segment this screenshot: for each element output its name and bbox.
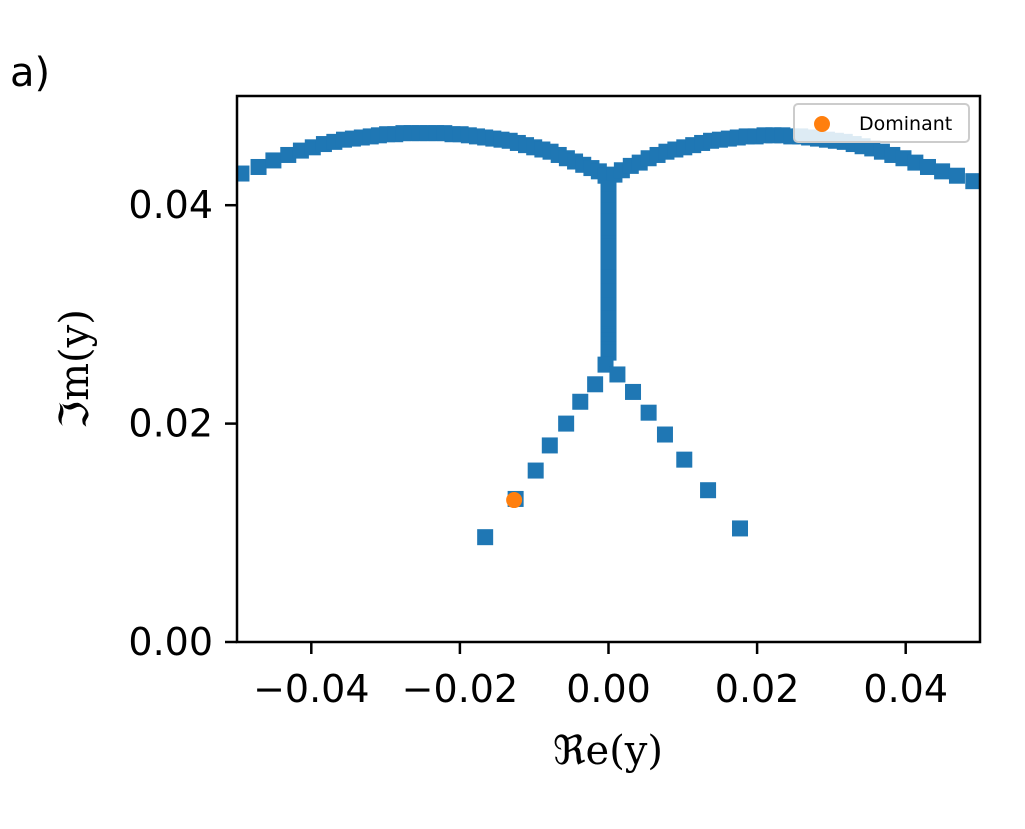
- legend-box: [793, 103, 970, 143]
- data-point: [965, 173, 980, 190]
- data-point: [600, 344, 617, 361]
- data-point: [919, 158, 936, 175]
- data-point: [600, 283, 617, 300]
- y-axis-ticks: 0.00 0.02 0.04: [128, 183, 237, 664]
- data-point: [625, 383, 642, 400]
- data-point: [600, 253, 617, 270]
- data-point: [948, 167, 965, 184]
- y-tick-label: 0.00: [128, 620, 213, 664]
- y-tick-label: 0.04: [128, 183, 213, 227]
- data-point: [250, 158, 267, 175]
- data-point: [700, 482, 717, 499]
- y-tick-label: 0.02: [128, 402, 213, 446]
- data-point: [587, 376, 604, 393]
- data-point: [265, 152, 282, 169]
- data-point: [477, 529, 494, 546]
- x-axis-ticks: −0.04 −0.02 0.00 0.02 0.04: [253, 642, 948, 711]
- points-layer: [237, 125, 980, 546]
- data-point: [600, 297, 617, 314]
- data-point: [600, 310, 617, 327]
- data-point: [732, 520, 749, 537]
- legend: Dominant: [793, 103, 970, 143]
- data-point: [934, 163, 951, 180]
- data-point: [609, 366, 626, 383]
- x-tick-label: −0.04: [253, 667, 369, 711]
- legend-label-dominant: Dominant: [859, 113, 952, 135]
- panel-label: a): [10, 50, 51, 96]
- data-point: [237, 165, 250, 182]
- data-point: [656, 426, 673, 443]
- data-point: [640, 404, 657, 421]
- data-point: [541, 437, 558, 454]
- x-tick-label: 0.00: [566, 667, 651, 711]
- data-point: [907, 154, 924, 171]
- x-tick-label: 0.04: [863, 667, 948, 711]
- data-point: [527, 462, 544, 479]
- x-tick-label: 0.02: [715, 667, 800, 711]
- data-point: [600, 238, 617, 255]
- y-axis-label: ℑm(y): [52, 309, 98, 429]
- x-tick-label: −0.02: [402, 667, 518, 711]
- data-point: [558, 415, 575, 432]
- data-point: [676, 451, 693, 468]
- data-point: [280, 146, 297, 163]
- x-axis-label: ℜe(y): [553, 728, 663, 774]
- legend-marker-dominant: [814, 116, 830, 132]
- dominant-point: [506, 492, 523, 509]
- data-point: [572, 393, 589, 410]
- data-point: [600, 269, 617, 286]
